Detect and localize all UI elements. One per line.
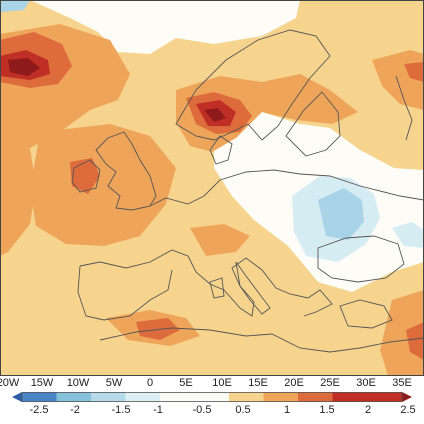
coastline-italy <box>235 261 271 315</box>
colorbar-label: 2 <box>364 404 372 416</box>
colorbar-label: 2.5 <box>400 404 416 416</box>
lon-tick-label: 5E <box>179 377 193 389</box>
lon-tick-label: 25E <box>320 377 340 389</box>
map-canvas <box>0 0 424 376</box>
lon-tick-label: 0 <box>146 377 154 389</box>
coastline-south-europe <box>79 249 333 317</box>
near-zero-region-north-atlantic <box>30 0 300 54</box>
cold-patch-northwest-corner <box>0 0 30 12</box>
coastline-corsica-sardinia <box>209 277 225 299</box>
colorbar <box>12 392 412 402</box>
weak-cold-region-black-sea <box>392 222 424 248</box>
colorbar-label: 1.5 <box>319 404 335 416</box>
lon-tick-label: 30E <box>356 377 376 389</box>
coastlines <box>71 29 424 353</box>
warm-region-middle-east <box>380 290 424 376</box>
longitude-axis: 20W 15W 10W 5W 0 5E 10E 15E 20E 25E 30E … <box>0 376 424 390</box>
colorbar-segment <box>263 392 298 402</box>
lon-tick-label: 10W <box>66 377 90 389</box>
coastline-ireland <box>71 159 101 193</box>
colorbar-segment <box>332 392 402 402</box>
extreme-warm-core-norway <box>204 108 226 122</box>
lon-tick-label: 20W <box>0 377 20 389</box>
colorbar-label: -1.5 <box>111 404 131 416</box>
colorbar-segment <box>298 392 333 402</box>
lon-tick-label: 5W <box>105 377 123 389</box>
coastline-scandinavia <box>175 29 331 141</box>
coastline-iberia <box>77 265 173 321</box>
strong-warm-patch-ireland <box>70 158 100 194</box>
lon-tick-label: 10E <box>212 377 232 389</box>
colorbar-label: -2.5 <box>29 404 49 416</box>
colorbar-segment <box>229 392 264 402</box>
strong-warm-patch-northeast <box>404 62 424 82</box>
colorbar-segment <box>160 392 229 402</box>
colorbar-segment <box>12 392 22 402</box>
lon-tick-label: 20E <box>284 377 304 389</box>
strong-warm-patch-middle-east <box>406 322 424 360</box>
warm-patch-alps <box>190 224 250 256</box>
colorbar-outline <box>21 392 403 402</box>
lon-tick-label: 15E <box>248 377 268 389</box>
colorbar-segment <box>125 392 160 402</box>
colorbar-legend: -2.5 -2 -1.5 -1 -0.5 0.5 1 1.5 2 2.5 <box>0 392 424 424</box>
warm-region-british-isles <box>30 124 176 246</box>
colorbar-segment <box>56 392 91 402</box>
cold-core-eastern-europe <box>318 188 364 240</box>
colorbar-segment <box>22 392 57 402</box>
coastline-russia-north <box>395 75 413 141</box>
coastline-black-sea <box>317 235 405 283</box>
strong-warm-patch-algeria <box>136 318 180 340</box>
lon-tick-label: 15W <box>30 377 54 389</box>
colorbar-segment <box>91 392 126 402</box>
coastline-north-africa <box>99 327 424 353</box>
colorbar-label: 1 <box>283 404 291 416</box>
coastline-north-europe <box>149 169 424 207</box>
colorbar-label: -0.5 <box>192 404 212 416</box>
lon-tick-label: 35E <box>392 377 412 389</box>
colorbar-label: 0.5 <box>235 404 251 416</box>
coastline-turkey <box>339 299 393 329</box>
extreme-warm-core-atlantic <box>8 58 40 76</box>
temperature-anomaly-map <box>0 0 424 376</box>
colorbar-segment <box>402 392 412 402</box>
colorbar-label: -2 <box>70 404 80 416</box>
colorbar-label: -1 <box>153 404 163 416</box>
coastline-baltic <box>285 91 341 157</box>
